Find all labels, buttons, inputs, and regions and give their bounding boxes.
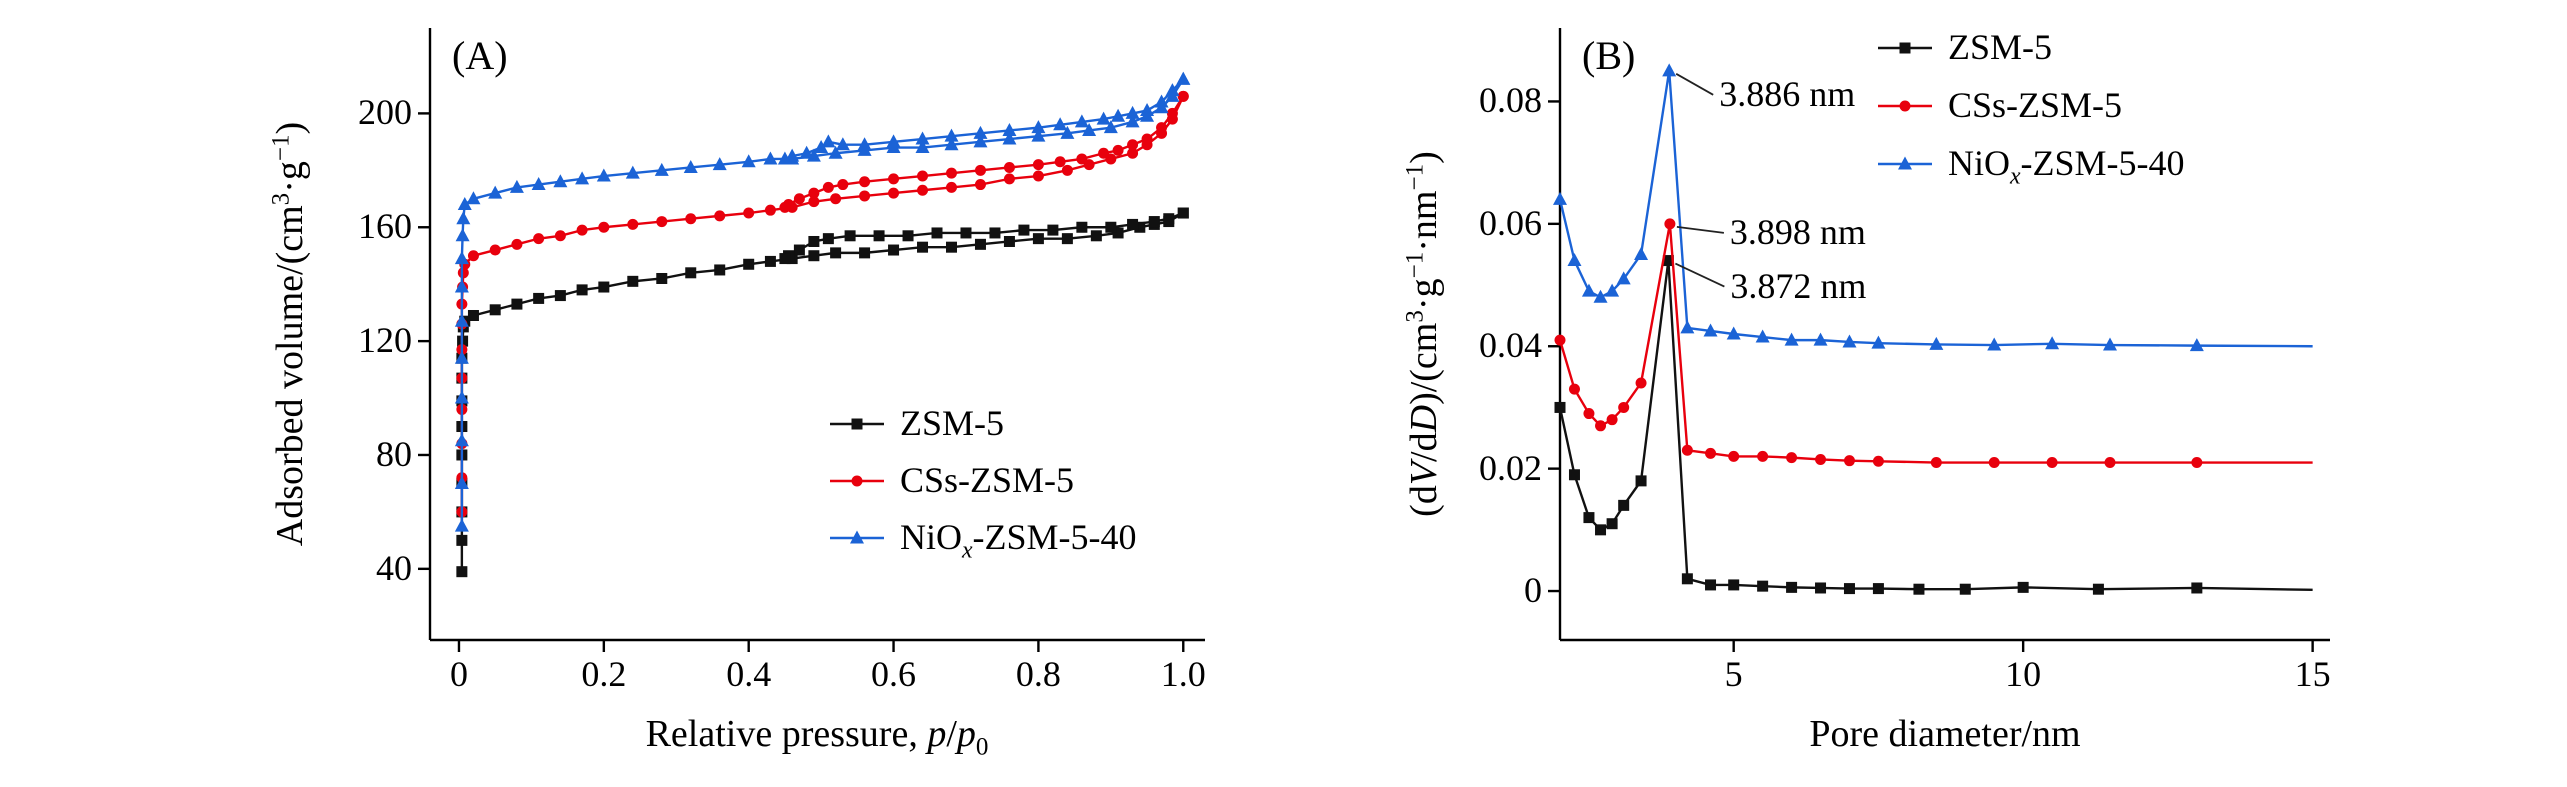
legend-key-CSs-ZSM-5 <box>1878 100 1932 112</box>
series-NiOx-ZSM-5-40 <box>1553 63 2313 352</box>
series-ZSM-5 <box>1554 255 2313 595</box>
series-CSs-ZSM-5 <box>456 90 1189 518</box>
legend-key-NiOx-ZSM-5-40 <box>830 530 884 544</box>
axes-panel-A <box>418 28 1205 652</box>
axes-panel-B <box>1548 28 2330 652</box>
legend-key-CSs-ZSM-5 <box>830 475 884 487</box>
annotation-connector-line <box>1676 225 1724 234</box>
legend-key-ZSM-5 <box>830 418 884 430</box>
legend-key-ZSM-5 <box>1878 42 1932 54</box>
legend-key-NiOx-ZSM-5-40 <box>1878 156 1932 170</box>
series-NiOx-ZSM-5-40 <box>454 71 1191 532</box>
annotation-connector-line <box>1675 73 1714 96</box>
series-ZSM-5 <box>456 207 1189 578</box>
annotation-connector-line <box>1674 262 1725 288</box>
series-CSs-ZSM-5 <box>1554 218 2313 469</box>
